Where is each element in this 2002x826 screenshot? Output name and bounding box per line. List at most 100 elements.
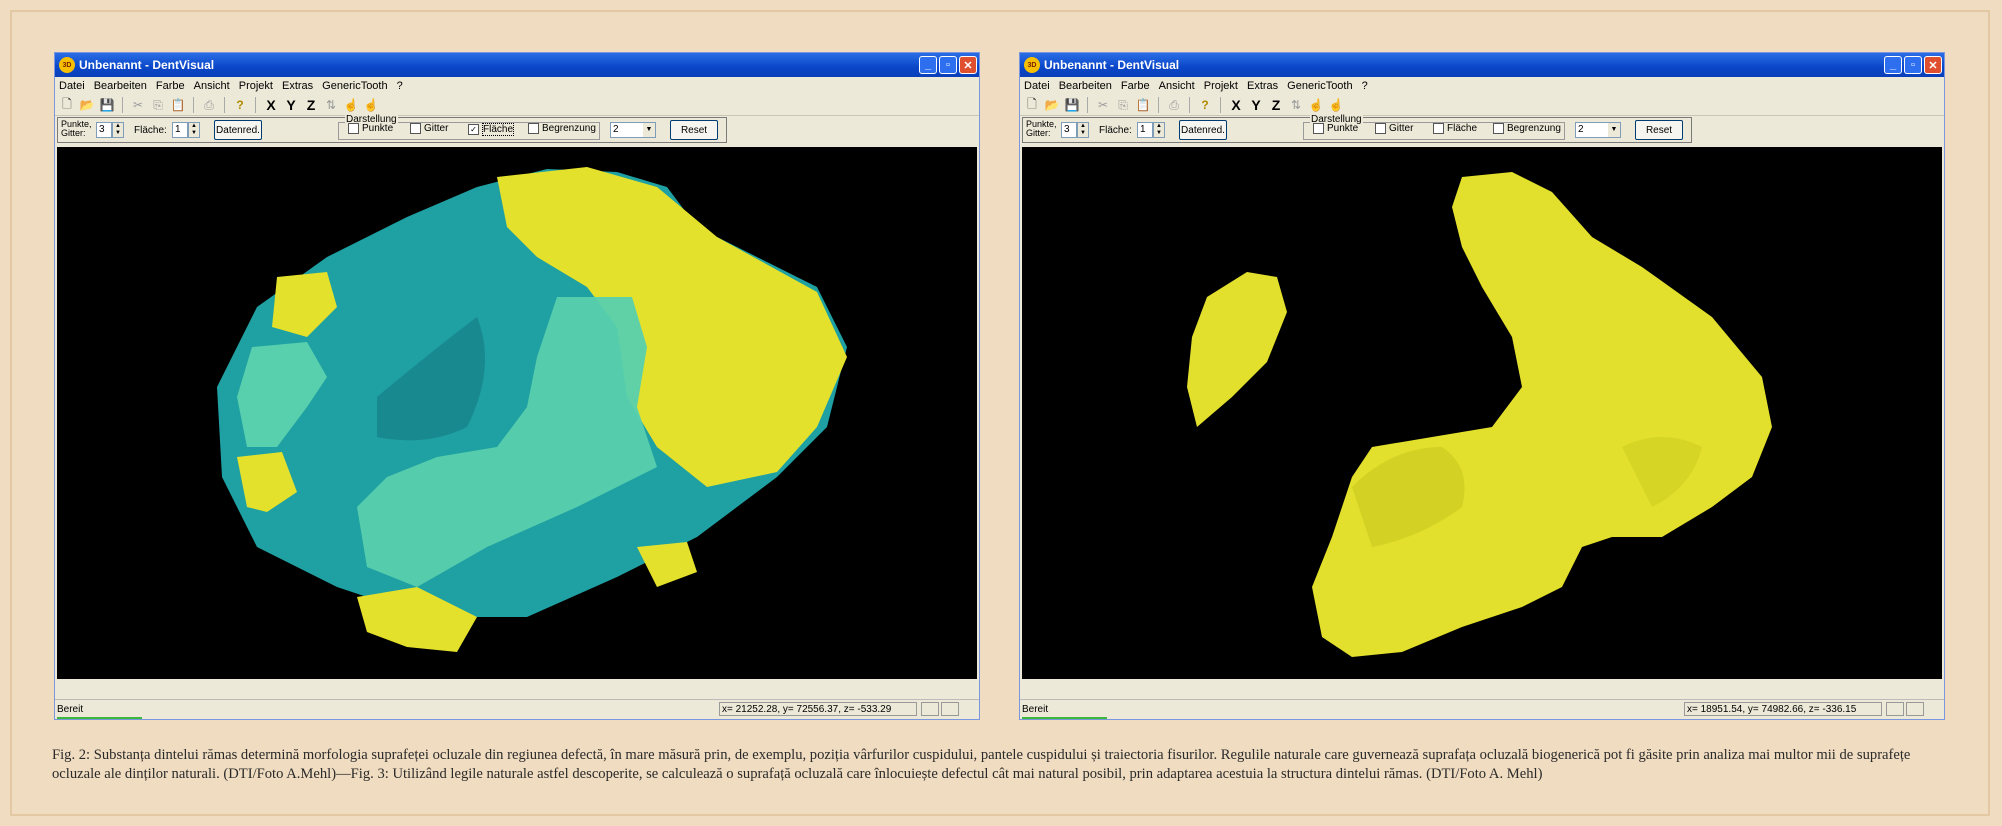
new-file-icon[interactable]: 🗋 xyxy=(62,96,72,111)
area-input[interactable]: 1 xyxy=(172,122,188,138)
control-bar: Punkte, Gitter: 3 ▲ ▼ Fläche: 1 ▲ ▼ Datenre… xyxy=(1020,114,1944,146)
axis-y-icon[interactable]: Y xyxy=(286,97,296,113)
menu-help[interactable]: ? xyxy=(396,80,403,92)
menu-generictooth[interactable]: GenericTooth xyxy=(322,80,388,92)
axis-x-icon[interactable]: X xyxy=(1231,97,1241,113)
menu-farbe[interactable]: Farbe xyxy=(155,80,185,92)
area-input[interactable]: 1 xyxy=(1137,122,1153,138)
save-icon[interactable]: 💾 xyxy=(99,98,115,112)
minimize-button[interactable]: _ xyxy=(1884,56,1902,74)
checkbox-box[interactable] xyxy=(1433,123,1444,134)
detail-combo[interactable]: 2 ▼ xyxy=(1575,122,1621,138)
tooth-surface-yellow xyxy=(272,272,337,337)
area-label: Fläche: xyxy=(134,125,167,136)
axis-x-icon[interactable]: X xyxy=(266,97,276,113)
menu-bearbeiten[interactable]: Bearbeiten xyxy=(1058,80,1112,92)
save-icon[interactable]: 💾 xyxy=(1064,98,1080,112)
checkbox-box[interactable] xyxy=(348,123,359,134)
status-pane xyxy=(1906,702,1924,716)
copy-icon[interactable]: ⎘ xyxy=(153,97,163,112)
menu-generictooth[interactable]: GenericTooth xyxy=(1287,80,1353,92)
close-button[interactable]: ✕ xyxy=(959,56,977,74)
points-grid-input[interactable]: 3 xyxy=(96,122,112,138)
checkbox-box[interactable] xyxy=(410,123,421,134)
title-bar[interactable]: 3D Unbenannt - DentVisual _ ▫ ✕ xyxy=(55,53,979,77)
points-grid-spinner[interactable]: ▲ ▼ xyxy=(1077,122,1089,138)
open-file-icon[interactable]: 📂 xyxy=(79,98,95,112)
reset-button[interactable]: Reset xyxy=(1635,120,1683,140)
pan-tool-icon[interactable]: ☝ xyxy=(1308,98,1324,112)
checkbox-box[interactable] xyxy=(1375,123,1386,134)
maximize-button[interactable]: ▫ xyxy=(1904,56,1922,74)
control-bar: Punkte, Gitter: 3 ▲ ▼ Fläche: 1 ▲ ▼ Datenre… xyxy=(55,114,979,146)
checkbox-box-checked[interactable]: ✓ xyxy=(468,124,479,135)
cut-icon[interactable]: ✂ xyxy=(132,98,144,112)
reset-button[interactable]: Reset xyxy=(670,120,718,140)
rotate-tool-icon[interactable]: ⇅ xyxy=(325,98,337,112)
status-indicator xyxy=(57,717,142,719)
maximize-button[interactable]: ▫ xyxy=(939,56,957,74)
paste-icon[interactable]: 📋 xyxy=(1135,98,1151,112)
checkbox-box[interactable] xyxy=(528,123,539,134)
print-icon[interactable]: ⎙ xyxy=(204,97,214,112)
checkbox-begrenzung[interactable]: Begrenzung xyxy=(528,123,596,134)
checkbox-punkte[interactable]: Punkte xyxy=(1313,123,1358,134)
menu-farbe[interactable]: Farbe xyxy=(1120,80,1150,92)
area-spinner[interactable]: ▲ ▼ xyxy=(1153,122,1165,138)
paste-icon[interactable]: 📋 xyxy=(170,98,186,112)
points-grid-input[interactable]: 3 xyxy=(1061,122,1077,138)
chevron-down-icon[interactable]: ▼ xyxy=(1608,123,1620,137)
menu-projekt[interactable]: Projekt xyxy=(238,80,273,92)
menu-datei[interactable]: Datei xyxy=(59,80,85,92)
axis-z-icon[interactable]: Z xyxy=(306,97,316,113)
menu-ansicht[interactable]: Ansicht xyxy=(1158,80,1195,92)
new-file-icon[interactable]: 🗋 xyxy=(1027,96,1037,111)
tooth-surface-yellow xyxy=(237,452,297,512)
rotate-tool-icon[interactable]: ⇅ xyxy=(1290,98,1302,112)
menu-extras[interactable]: Extras xyxy=(1246,80,1279,92)
checkbox-flaeche[interactable]: Fläche xyxy=(1433,123,1477,134)
toolbar-separator xyxy=(1189,97,1190,113)
menu-projekt[interactable]: Projekt xyxy=(1203,80,1238,92)
tooth-surface-mint xyxy=(357,297,657,587)
window-title: Unbenannt - DentVisual xyxy=(79,58,215,72)
datenred-button[interactable]: Datenred. xyxy=(214,120,262,140)
checkbox-gitter[interactable]: Gitter xyxy=(410,123,448,134)
help-icon[interactable]: ? xyxy=(1201,98,1209,112)
open-file-icon[interactable]: 📂 xyxy=(1044,98,1060,112)
menu-help[interactable]: ? xyxy=(1361,80,1368,92)
chevron-down-icon[interactable]: ▼ xyxy=(643,123,655,137)
zoom-tool-icon[interactable]: ☝ xyxy=(1328,98,1344,112)
menu-ansicht[interactable]: Ansicht xyxy=(193,80,230,92)
area-spinner[interactable]: ▲ ▼ xyxy=(188,122,200,138)
checkbox-box[interactable] xyxy=(1493,123,1504,134)
status-indicator xyxy=(1022,717,1107,719)
checkbox-punkte[interactable]: Punkte xyxy=(348,123,393,134)
status-pane xyxy=(921,702,939,716)
3d-viewport[interactable] xyxy=(1022,147,1942,679)
menu-datei[interactable]: Datei xyxy=(1024,80,1050,92)
print-icon[interactable]: ⎙ xyxy=(1169,97,1179,112)
menu-bearbeiten[interactable]: Bearbeiten xyxy=(93,80,147,92)
points-grid-spinner[interactable]: ▲ ▼ xyxy=(112,122,124,138)
checkbox-gitter[interactable]: Gitter xyxy=(1375,123,1413,134)
axis-y-icon[interactable]: Y xyxy=(1251,97,1261,113)
copy-icon[interactable]: ⎘ xyxy=(1118,97,1128,112)
detail-combo[interactable]: 2 ▼ xyxy=(610,122,656,138)
cut-icon[interactable]: ✂ xyxy=(1097,98,1109,112)
axis-z-icon[interactable]: Z xyxy=(1271,97,1281,113)
close-button[interactable]: ✕ xyxy=(1924,56,1942,74)
status-text: Bereit xyxy=(1022,704,1049,715)
menu-extras[interactable]: Extras xyxy=(281,80,314,92)
title-bar[interactable]: 3D Unbenannt - DentVisual _ ▫ ✕ xyxy=(1020,53,1944,77)
zoom-tool-icon[interactable]: ☝ xyxy=(363,98,379,112)
checkbox-box[interactable] xyxy=(1313,123,1324,134)
3d-viewport[interactable] xyxy=(57,147,977,679)
datenred-button[interactable]: Datenred. xyxy=(1179,120,1227,140)
checkbox-begrenzung[interactable]: Begrenzung xyxy=(1493,123,1561,134)
help-icon[interactable]: ? xyxy=(236,98,244,112)
pan-tool-icon[interactable]: ☝ xyxy=(343,98,359,112)
checkbox-flaeche[interactable]: ✓ Fläche xyxy=(468,123,515,136)
tooth-shading xyxy=(1352,447,1465,547)
minimize-button[interactable]: _ xyxy=(919,56,937,74)
